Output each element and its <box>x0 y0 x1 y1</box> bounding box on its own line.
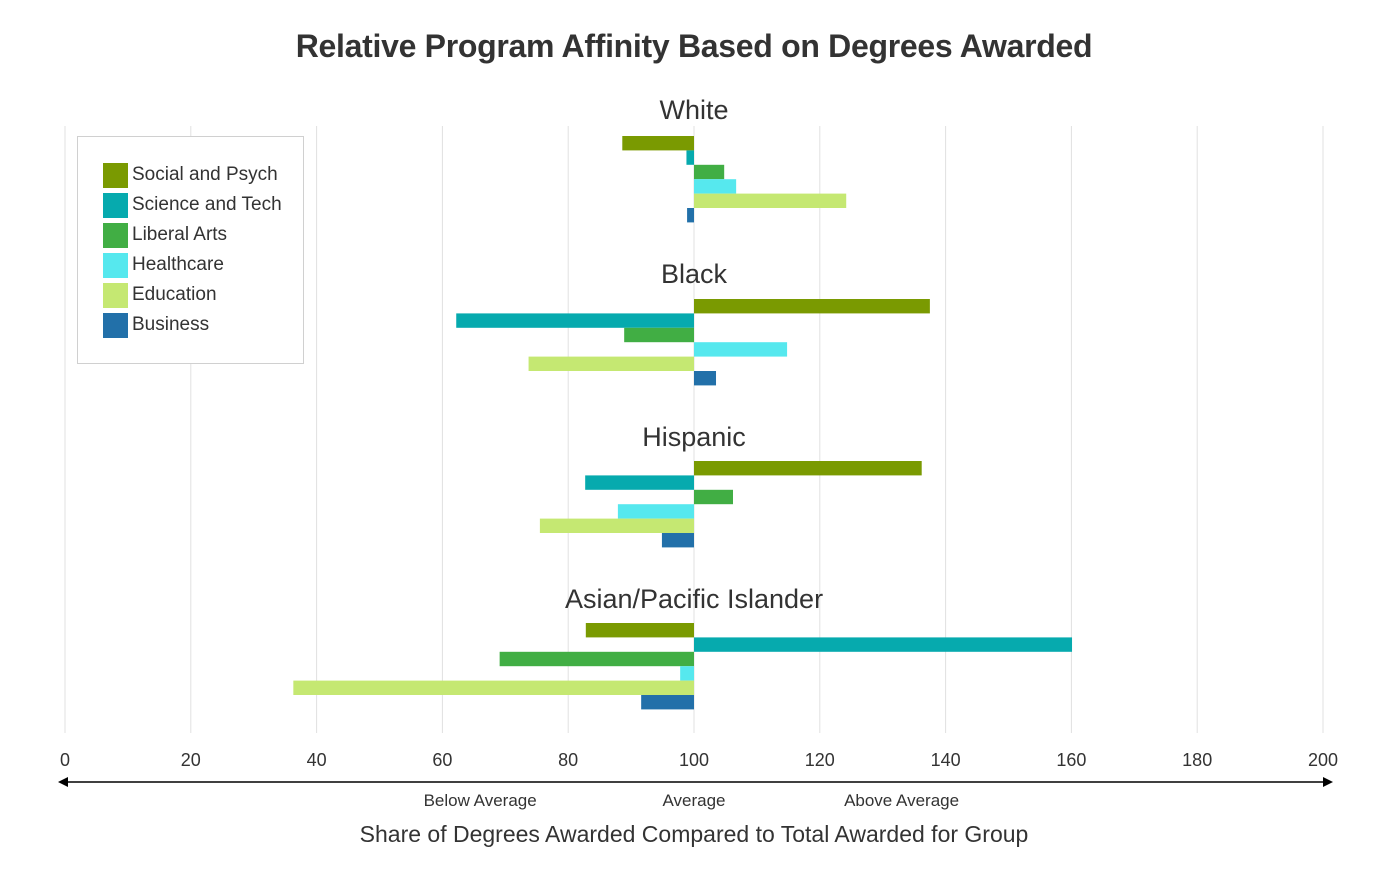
legend-item: Science and Tech <box>103 192 282 218</box>
bar-healthcare-hispanic <box>617 504 694 519</box>
legend-label: Healthcare <box>132 254 224 275</box>
legend-label: Education <box>132 284 217 305</box>
bar-liberal-arts-hispanic <box>694 489 733 505</box>
region-label: Average <box>662 791 725 810</box>
gridlines <box>64 126 1324 733</box>
chart-title: Relative Program Affinity Based on Degre… <box>295 28 1093 64</box>
region-labels: Below Average Average Above Average <box>424 791 959 810</box>
x-tick-label: 140 <box>931 750 961 770</box>
legend-swatch <box>103 162 128 188</box>
legend: Social and Psych Science and Tech Liberal … <box>77 136 304 364</box>
bar-science-and-tech-asian-pacific-islander <box>694 637 1073 652</box>
legend-label: Science and Tech <box>132 194 282 215</box>
legend-label: Social and Psych <box>132 164 278 185</box>
bar-healthcare-asian-pacific-islander <box>680 666 694 681</box>
x-tick-label: 60 <box>432 750 452 770</box>
legend-swatch <box>103 222 128 248</box>
bar-healthcare-black <box>694 342 788 357</box>
x-tick-label: 200 <box>1308 750 1338 770</box>
x-tick-label: 80 <box>558 750 578 770</box>
x-tick-label: 0 <box>60 750 70 770</box>
x-tick-label: 20 <box>181 750 201 770</box>
bar-science-and-tech-hispanic <box>585 475 694 490</box>
legend-label: Liberal Arts <box>132 224 228 245</box>
bar-education-hispanic <box>539 518 694 533</box>
x-tick-label: 40 <box>307 750 327 770</box>
bar-social-and-psych-black <box>694 299 930 314</box>
bar-education-asian-pacific-islander <box>293 680 694 695</box>
x-tick-label: 180 <box>1182 750 1212 770</box>
legend-swatch <box>103 192 128 218</box>
bar-business-hispanic <box>661 533 694 548</box>
region-label: Above Average <box>844 791 959 810</box>
group-labels: White Black Hispanic Asian/Pacific Islander <box>565 95 823 614</box>
legend-swatch <box>103 282 128 308</box>
x-tick-label: 100 <box>679 750 709 770</box>
arrow-left-icon <box>58 777 68 787</box>
bar-social-and-psych-white <box>622 136 694 151</box>
bar-science-and-tech-white <box>686 150 694 165</box>
group-label: White <box>659 95 728 125</box>
bar-liberal-arts-white <box>694 164 725 180</box>
bar-business-asian-pacific-islander <box>641 695 694 710</box>
group-label: Asian/Pacific Islander <box>565 584 823 614</box>
group-label: Hispanic <box>642 422 746 452</box>
bar-liberal-arts-black <box>624 327 694 343</box>
legend-item: Education <box>103 282 217 308</box>
bar-education-black <box>528 356 694 371</box>
bar-social-and-psych-asian-pacific-islander <box>585 623 694 638</box>
x-tick-label: 120 <box>805 750 835 770</box>
bar-education-white <box>694 193 847 208</box>
region-label: Below Average <box>424 791 537 810</box>
legend-item: Social and Psych <box>103 162 278 188</box>
legend-item: Liberal Arts <box>103 222 227 248</box>
bar-liberal-arts-asian-pacific-islander <box>499 651 694 667</box>
x-tick-label: 160 <box>1056 750 1086 770</box>
bar-business-white <box>687 208 694 223</box>
bar-science-and-tech-black <box>456 313 694 328</box>
x-axis-label: Share of Degrees Awarded Compared to Tot… <box>360 821 1029 847</box>
legend-item: Business <box>103 312 209 338</box>
x-tick-labels: 0 20 40 60 80 100 120 140 160 180 200 <box>60 750 1338 770</box>
legend-label: Business <box>132 314 210 335</box>
arrow-right-icon <box>1323 777 1333 787</box>
group-label: Black <box>661 259 728 289</box>
bar-social-and-psych-hispanic <box>694 461 922 476</box>
legend-item: Healthcare <box>103 252 224 278</box>
bar-business-black <box>694 371 717 386</box>
axis-arrow <box>58 777 1333 787</box>
bars <box>293 136 1073 710</box>
legend-swatch <box>103 312 128 338</box>
legend-swatch <box>103 252 128 278</box>
bar-healthcare-white <box>694 179 737 194</box>
